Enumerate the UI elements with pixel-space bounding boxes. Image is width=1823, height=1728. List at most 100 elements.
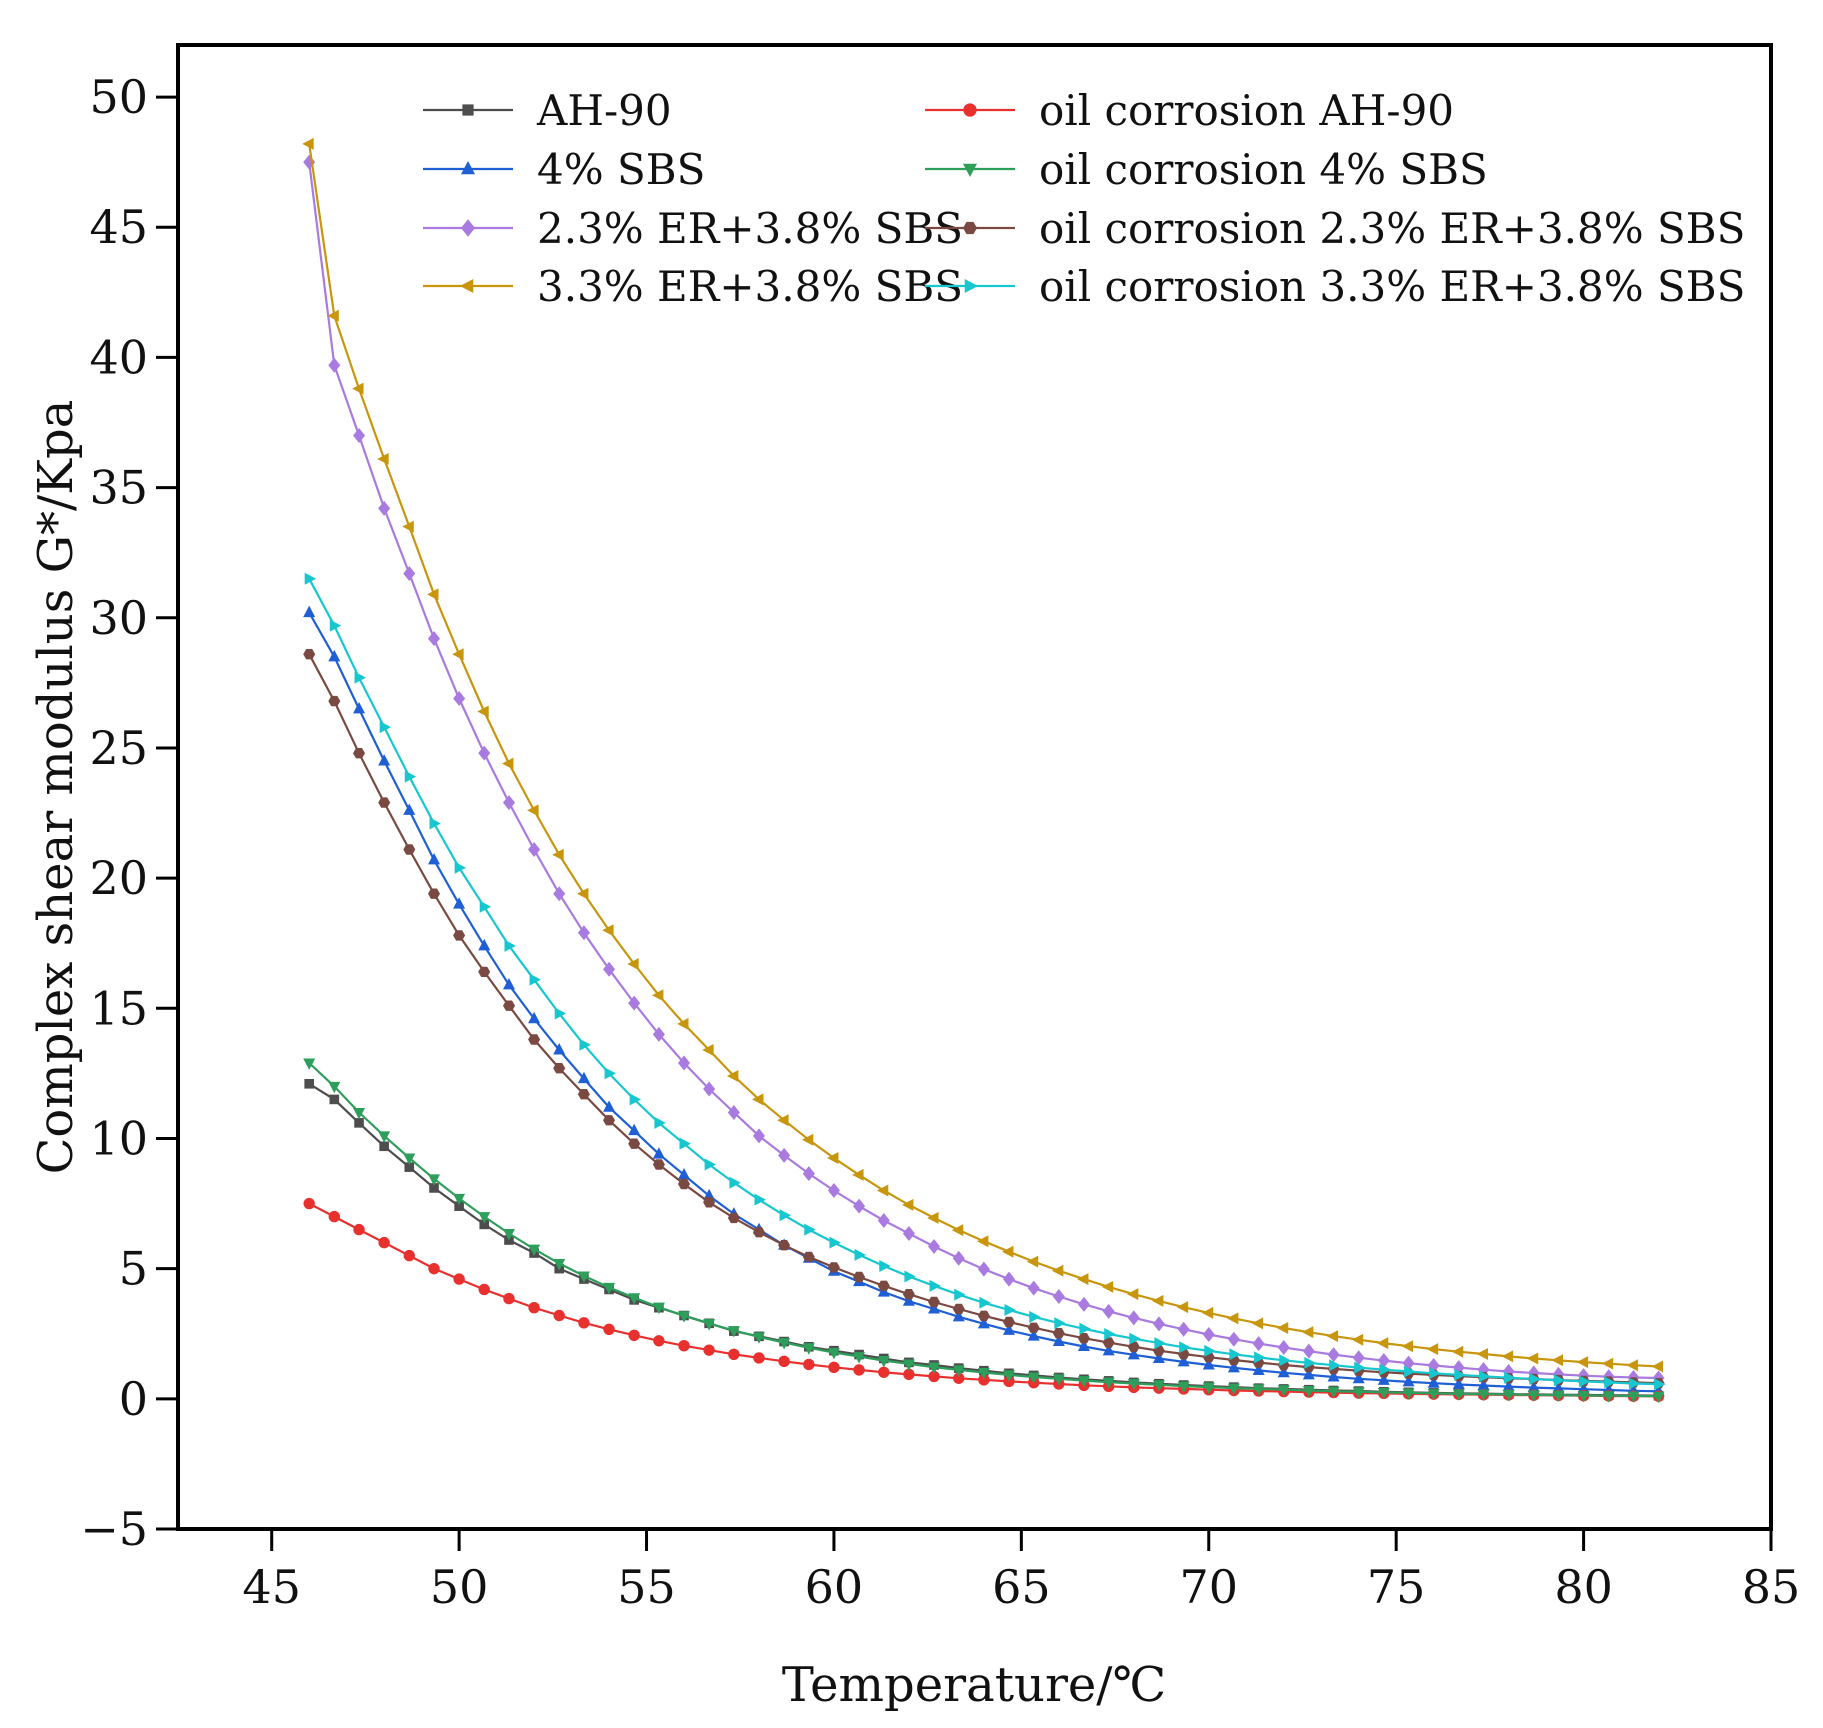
data-point xyxy=(802,1166,815,1182)
data-point xyxy=(1027,1329,1040,1341)
data-point xyxy=(1628,1377,1641,1390)
data-point xyxy=(304,1079,314,1089)
data-point xyxy=(303,605,316,618)
data-point xyxy=(902,1359,915,1371)
data-point xyxy=(952,1250,965,1266)
data-point xyxy=(1077,1296,1090,1312)
data-point xyxy=(1127,1378,1140,1391)
y-tick-label: 15 xyxy=(89,981,148,1035)
data-point xyxy=(752,1332,765,1344)
data-point xyxy=(378,797,391,808)
data-point xyxy=(1577,1390,1590,1403)
data-point xyxy=(1279,1354,1291,1367)
x-tick-label: 80 xyxy=(1554,1560,1613,1614)
data-point xyxy=(353,748,365,759)
data-point xyxy=(303,1058,316,1070)
data-point xyxy=(504,939,516,952)
legend-marker xyxy=(461,219,475,237)
data-point xyxy=(629,1093,642,1106)
data-point xyxy=(328,1081,341,1094)
data-point xyxy=(778,1147,791,1163)
data-point xyxy=(1179,1341,1191,1354)
data-point xyxy=(1302,1343,1315,1359)
data-point xyxy=(1551,1354,1563,1367)
data-point xyxy=(1052,1374,1065,1386)
data-point xyxy=(678,1178,690,1190)
data-point xyxy=(703,1081,716,1097)
data-point xyxy=(828,1361,840,1374)
data-point xyxy=(928,1370,940,1383)
data-point xyxy=(1029,1310,1041,1323)
y-tick-label: 30 xyxy=(89,591,148,645)
data-point xyxy=(528,1302,540,1314)
data-point xyxy=(1627,1391,1640,1403)
y-tick-label: 50 xyxy=(89,70,148,124)
data-point xyxy=(1479,1370,1491,1383)
data-point xyxy=(1502,1379,1515,1392)
data-point xyxy=(478,1212,491,1224)
x-tick-label: 75 xyxy=(1367,1560,1426,1614)
data-point xyxy=(726,1069,739,1082)
data-point xyxy=(1527,1380,1540,1393)
data-point xyxy=(727,1326,740,1338)
data-point xyxy=(329,619,342,632)
data-point xyxy=(1277,1385,1290,1397)
data-point xyxy=(528,1244,541,1257)
data-point xyxy=(453,1273,465,1285)
data-point xyxy=(1027,1322,1040,1333)
legend-item-2-3-er-3-8-sbs: 2.3% ER+3.8% SBS xyxy=(423,204,963,253)
data-point xyxy=(403,844,416,855)
data-point xyxy=(1327,1370,1340,1382)
data-point xyxy=(703,1197,716,1208)
y-tick-label: 5 xyxy=(119,1242,148,1296)
data-point xyxy=(428,888,440,899)
data-point xyxy=(353,1223,365,1236)
data-point xyxy=(502,977,515,990)
data-point xyxy=(1102,1337,1115,1348)
data-point xyxy=(1077,1376,1090,1388)
data-point xyxy=(1426,1343,1439,1356)
data-point xyxy=(603,1100,616,1112)
data-point xyxy=(403,566,416,582)
data-point xyxy=(329,1094,340,1105)
data-point xyxy=(1003,1316,1015,1328)
data-point xyxy=(1127,1341,1140,1352)
data-point xyxy=(1102,1377,1115,1390)
data-point xyxy=(1251,1317,1264,1330)
data-point xyxy=(677,1017,689,1030)
data-point xyxy=(702,1043,714,1056)
data-point xyxy=(502,795,515,811)
data-point xyxy=(1651,1360,1664,1373)
data-point xyxy=(427,588,439,601)
data-point xyxy=(727,1104,740,1120)
data-point xyxy=(1501,1350,1514,1363)
data-point xyxy=(651,989,664,1002)
data-point xyxy=(503,1292,515,1305)
data-point xyxy=(752,1093,764,1106)
legend-marker xyxy=(964,279,979,293)
data-point xyxy=(1302,1385,1315,1398)
data-point xyxy=(804,1223,816,1236)
data-point xyxy=(353,428,366,444)
data-point xyxy=(1354,1361,1366,1374)
data-point xyxy=(729,1176,741,1189)
data-point xyxy=(1502,1389,1515,1402)
data-point xyxy=(703,1344,715,1356)
data-point xyxy=(1352,1387,1365,1399)
data-point xyxy=(1176,1301,1189,1314)
data-point xyxy=(953,1372,965,1384)
data-point xyxy=(977,1368,990,1380)
data-point xyxy=(553,1309,565,1322)
data-point xyxy=(1326,1330,1339,1343)
data-point xyxy=(628,995,641,1011)
data-point xyxy=(428,852,441,865)
data-point xyxy=(1654,1378,1666,1391)
data-point xyxy=(628,1329,640,1341)
data-point xyxy=(652,1302,665,1315)
data-point xyxy=(479,1219,490,1230)
data-point xyxy=(954,1288,966,1301)
data-point xyxy=(1252,1363,1265,1375)
data-point xyxy=(978,1374,990,1386)
data-point xyxy=(903,1368,915,1381)
data-point xyxy=(1227,1383,1240,1396)
